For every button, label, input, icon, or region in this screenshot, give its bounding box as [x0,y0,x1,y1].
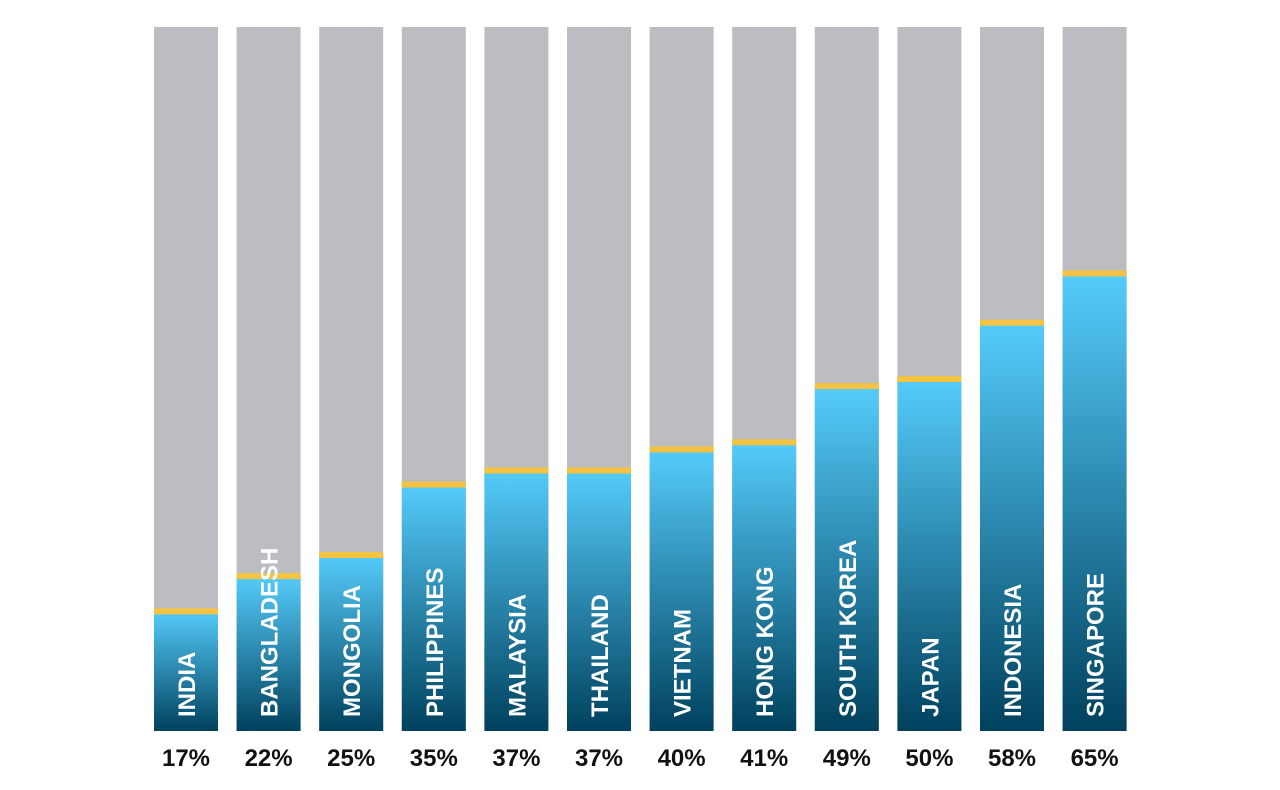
bar [401,484,466,731]
bar-cap [236,573,301,580]
value-label: 50% [905,745,953,772]
bar-cap [814,383,879,390]
category-label: INDIA [174,652,201,717]
value-label: 65% [1071,745,1119,772]
bar [236,576,301,731]
value-label: 40% [658,745,706,772]
bar [980,322,1044,731]
category-label: MONGOLIA [339,585,366,717]
bar-cap [567,467,631,474]
value-label: 17% [162,745,210,772]
bar-cap [1062,270,1127,277]
value-label: 49% [823,745,871,772]
value-label: 35% [410,745,458,772]
category-label: MALAYSIA [504,594,531,717]
bar-cap [401,481,466,488]
bar [154,611,218,731]
value-label: 37% [575,745,623,772]
bar [319,555,384,731]
bars-group: INDIA 17% BANGLADESH 22% MONGOLIA 25% PHILIPPI… [154,27,1127,772]
bar [897,379,962,731]
bar [732,442,797,731]
bar [649,449,714,731]
bar-cap [980,319,1044,326]
value-label: 41% [740,745,788,772]
bar [814,386,879,731]
category-label: PHILIPPINES [422,568,449,717]
category-label: VIETNAM [670,609,697,717]
value-label: 37% [492,745,540,772]
bar-cap [319,552,384,558]
category-label: HONG KONG [752,566,779,717]
bar-cap [649,446,714,453]
bar [567,470,631,731]
category-label: INDONESIA [1000,584,1027,717]
category-label: JAPAN [917,637,944,717]
bar-cap [897,376,962,382]
category-label: BANGLADESH [257,548,284,717]
value-label: 25% [327,745,375,772]
bar-cap [484,467,549,474]
value-label: 58% [988,745,1036,772]
bar-cap [154,608,218,615]
category-label: SINGAPORE [1083,573,1110,717]
bar [484,470,549,731]
category-label: THAILAND [587,594,614,717]
bar-cap [732,439,797,446]
category-label: SOUTH KOREA [835,540,862,717]
value-label: 22% [245,745,293,772]
bar [1062,273,1127,731]
